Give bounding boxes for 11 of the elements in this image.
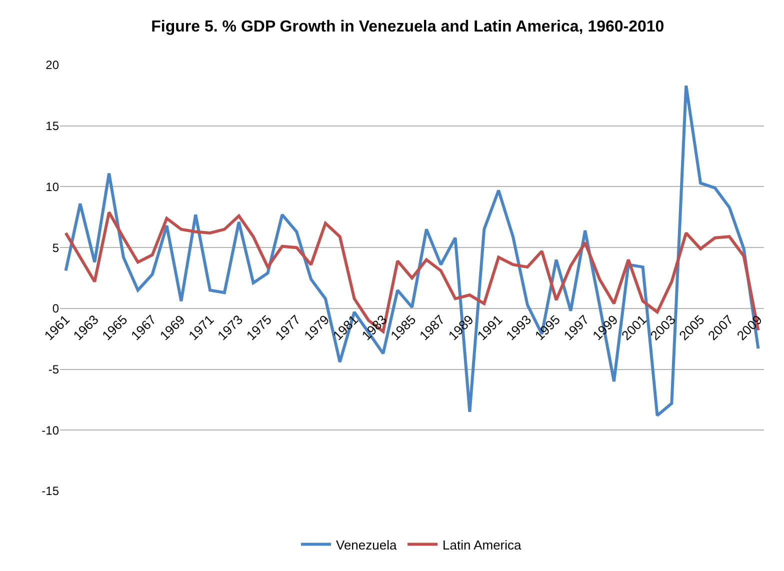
y-tick-label: 0 — [52, 302, 60, 316]
y-tick-label: 10 — [46, 180, 60, 194]
y-tick-label: -10 — [42, 423, 60, 438]
y-tick-label: -5 — [48, 362, 60, 376]
y-tick-label: 15 — [46, 119, 60, 134]
y-tick-label: 5 — [52, 240, 60, 255]
legend-label: Venezuela — [336, 537, 398, 552]
y-tick-label: -15 — [42, 484, 60, 498]
y-tick-label: 20 — [46, 58, 60, 72]
legend-label: Latin America — [442, 537, 522, 552]
chart-title: Figure 5. % GDP Growth in Venezuela and Latin America, 1960-2010 — [151, 18, 664, 36]
